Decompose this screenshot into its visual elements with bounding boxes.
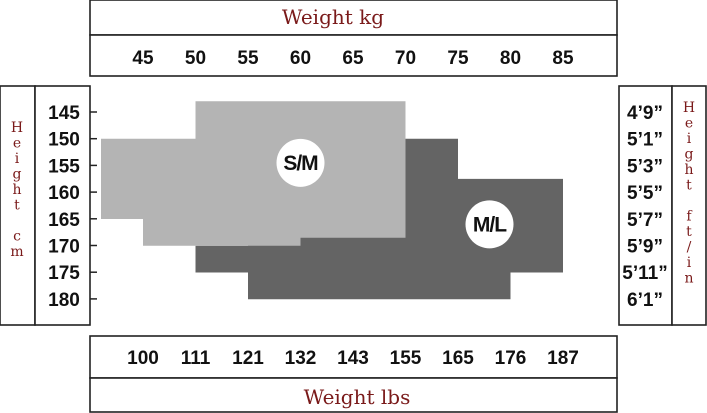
cm-tick-label: 180 <box>48 290 80 311</box>
lbs-tick-label: 111 <box>181 348 211 369</box>
lbs-tick-label: 121 <box>232 348 264 369</box>
kg-tick-label: 70 <box>395 48 416 69</box>
region-label: M/L <box>473 213 507 236</box>
cm-tick-label: 145 <box>48 103 80 124</box>
lbs-tick-label: 155 <box>390 348 422 369</box>
cm-tick-box <box>34 85 91 326</box>
kg-tick-label: 60 <box>290 48 311 69</box>
cm-tick-label: 165 <box>48 210 80 231</box>
lbs-tick-label: 143 <box>337 348 369 369</box>
lbs-tick-label: 165 <box>442 348 474 369</box>
ftin-tick-label: 5’5” <box>627 183 663 204</box>
lbs-tick-label: 100 <box>127 348 159 369</box>
ftin-tick-label: 5’11” <box>622 263 667 284</box>
region-label: S/M <box>283 152 318 175</box>
cm-tick-label: 175 <box>48 263 80 284</box>
ftin-tick-label: 6’1” <box>627 290 663 311</box>
ftin-tick-label: 5’1” <box>627 130 663 151</box>
lbs-tick-label: 176 <box>495 348 527 369</box>
top-title-box <box>89 0 618 36</box>
kg-tick-label: 75 <box>447 48 469 69</box>
kg-tick-box <box>89 34 618 77</box>
kg-tick-label: 50 <box>185 48 206 69</box>
right-title-box <box>671 85 707 326</box>
kg-tick-label: 85 <box>552 48 574 69</box>
ftin-tick-label: 5’3” <box>627 156 663 177</box>
kg-tick-label: 65 <box>342 48 364 69</box>
kg-tick-label: 80 <box>500 48 521 69</box>
bottom-title-box <box>89 377 618 413</box>
lbs-tick-label: 132 <box>285 348 317 369</box>
region-label-circle <box>465 200 514 249</box>
region-s-m <box>101 101 406 246</box>
cm-tick-label: 170 <box>48 237 80 258</box>
ftin-tick-label: 5’7” <box>627 210 663 231</box>
cm-tick-label: 150 <box>48 130 80 151</box>
lbs-tick-label: 187 <box>547 348 579 369</box>
kg-tick-label: 45 <box>132 48 154 69</box>
ftin-tick-label: 4’9” <box>627 103 663 124</box>
left-title-box <box>0 85 36 326</box>
ftin-tick-label: 5’9” <box>627 237 663 258</box>
cm-tick-label: 155 <box>48 156 80 177</box>
kg-tick-label: 55 <box>237 48 259 69</box>
lbs-tick-box <box>89 335 618 379</box>
region-label-circle <box>276 138 325 187</box>
bottom-axis-title: Weight lbs <box>304 385 411 409</box>
cm-tick-label: 160 <box>48 183 80 204</box>
top-axis-title: Weight kg <box>282 5 384 29</box>
